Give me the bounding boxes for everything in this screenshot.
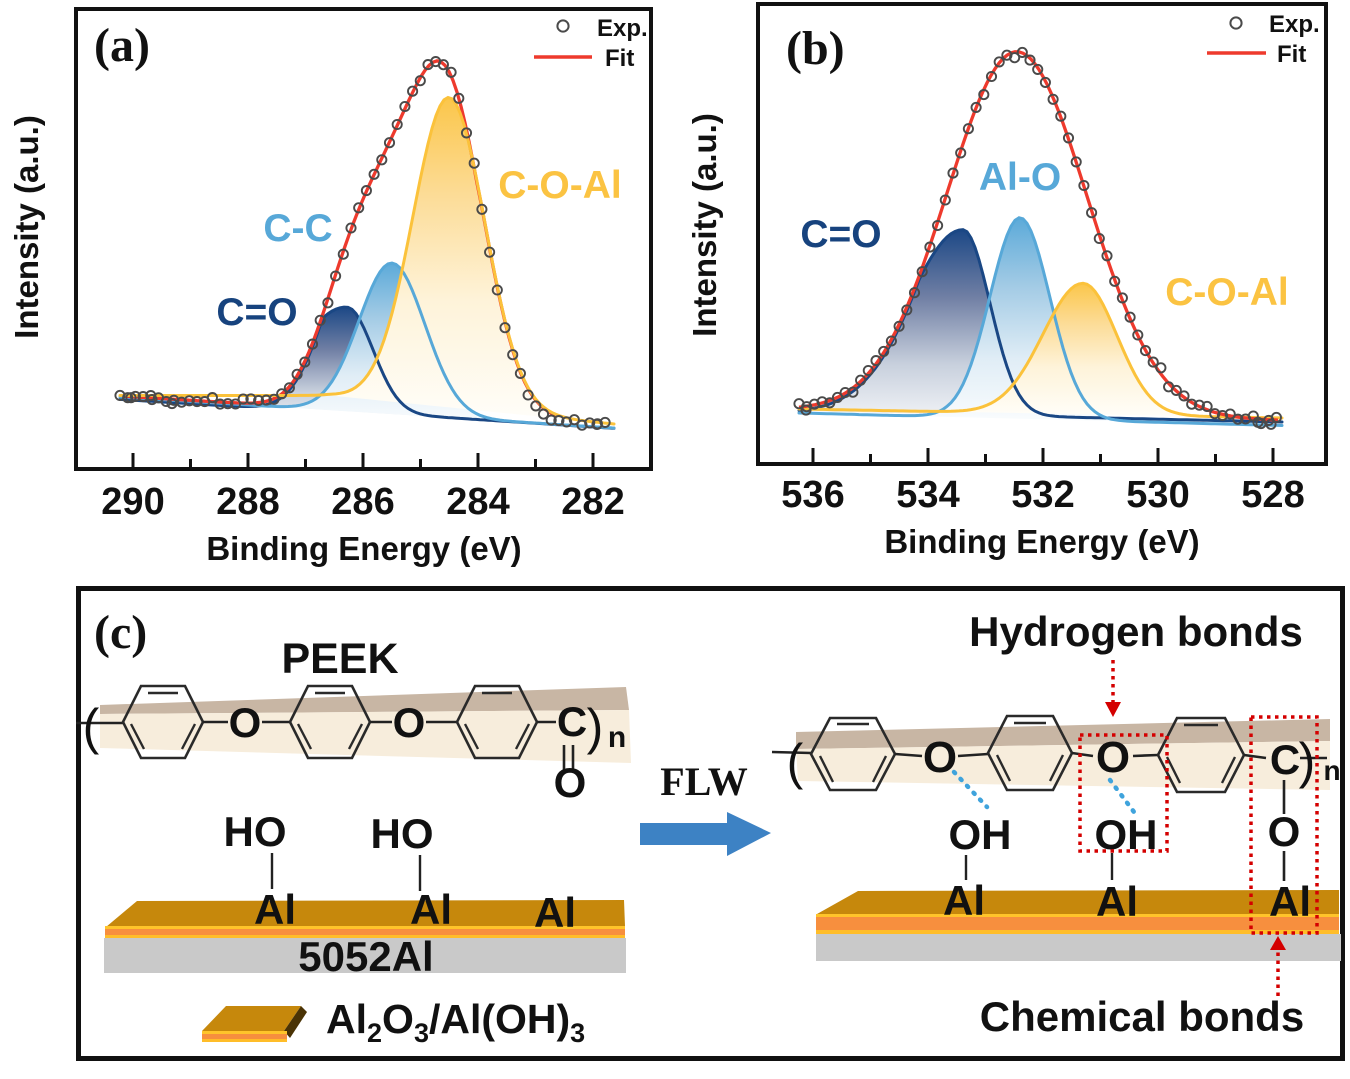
svg-text:282: 282 — [561, 481, 624, 523]
svg-text:Al: Al — [1096, 878, 1138, 925]
svg-text:Exp.: Exp. — [1269, 11, 1320, 38]
svg-text:FLW: FLW — [660, 759, 747, 804]
svg-text:(: ( — [787, 734, 804, 790]
svg-text:5052Al: 5052Al — [298, 933, 433, 980]
svg-text:Al: Al — [410, 886, 452, 933]
svg-text:O: O — [923, 733, 957, 782]
svg-text:C: C — [1270, 736, 1300, 783]
svg-text:O: O — [554, 759, 587, 806]
svg-text:(c): (c) — [94, 606, 147, 659]
svg-text:Al-O: Al-O — [979, 156, 1061, 199]
svg-text:C=O: C=O — [800, 213, 881, 256]
svg-text:536: 536 — [781, 474, 844, 516]
svg-text:Binding Energy (eV): Binding Energy (eV) — [206, 530, 521, 567]
svg-text:HO: HO — [371, 810, 434, 857]
svg-text:(: ( — [83, 699, 100, 755]
svg-text:Al: Al — [534, 889, 576, 936]
svg-text:528: 528 — [1241, 474, 1304, 516]
svg-text:Chemical bonds: Chemical bonds — [980, 993, 1304, 1040]
svg-text:C-O-Al: C-O-Al — [498, 164, 621, 207]
svg-text:O: O — [393, 699, 426, 746]
svg-text:(a): (a) — [94, 19, 150, 72]
svg-text:530: 530 — [1126, 474, 1189, 516]
svg-text:534: 534 — [896, 474, 959, 516]
svg-text:290: 290 — [101, 481, 164, 523]
svg-text:OH: OH — [949, 811, 1012, 858]
svg-text:Exp.: Exp. — [597, 15, 648, 42]
svg-text:284: 284 — [446, 481, 509, 523]
svg-text:O: O — [229, 699, 262, 746]
svg-text:532: 532 — [1011, 474, 1074, 516]
svg-text:): ) — [1299, 733, 1316, 789]
svg-text:C-C: C-C — [263, 207, 332, 250]
svg-text:286: 286 — [331, 481, 394, 523]
svg-text:): ) — [587, 699, 604, 755]
svg-text:(b): (b) — [786, 22, 845, 75]
svg-text:C=O: C=O — [216, 291, 297, 334]
svg-text:Binding Energy (eV): Binding Energy (eV) — [884, 523, 1199, 560]
svg-text:C-O-Al: C-O-Al — [1165, 271, 1288, 314]
svg-text:Fit: Fit — [1277, 41, 1306, 68]
svg-text:O: O — [1268, 808, 1301, 855]
svg-text:Al2O3/Al(OH)3: Al2O3/Al(OH)3 — [326, 996, 585, 1048]
svg-text:Intensity (a.u.): Intensity (a.u.) — [8, 115, 45, 339]
svg-text:Fit: Fit — [605, 45, 634, 72]
svg-text:Al: Al — [1269, 878, 1311, 925]
svg-text:O: O — [1096, 733, 1130, 782]
svg-text:Al: Al — [254, 886, 296, 933]
svg-text:PEEK: PEEK — [281, 635, 398, 683]
svg-text:Al: Al — [943, 877, 985, 924]
svg-text:C: C — [557, 698, 587, 745]
svg-text:HO: HO — [224, 808, 287, 855]
svg-text:n: n — [1323, 755, 1340, 786]
svg-text:n: n — [608, 721, 626, 754]
svg-text:288: 288 — [216, 481, 279, 523]
svg-text:Intensity (a.u.): Intensity (a.u.) — [686, 113, 723, 337]
svg-text:Hydrogen bonds: Hydrogen bonds — [969, 608, 1303, 655]
